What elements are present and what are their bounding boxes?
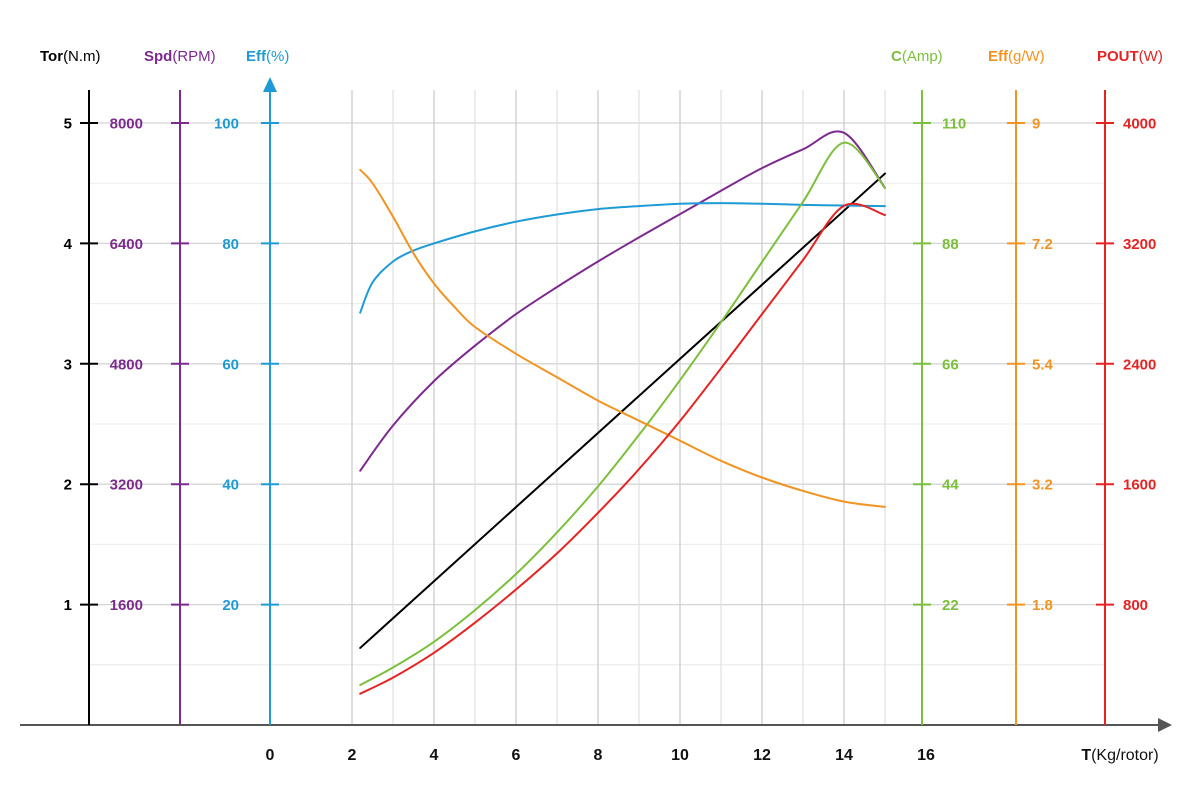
series-line-pout xyxy=(359,202,886,695)
x-tick-label: 14 xyxy=(835,747,853,764)
tor-tick-label: 3 xyxy=(64,356,72,373)
pout-axis-header-unit: (W) xyxy=(1139,48,1163,65)
series-line-effg xyxy=(359,168,886,508)
effg-tick-label: 5.4 xyxy=(1032,356,1054,373)
tor-axis-header-name: Tor xyxy=(40,48,63,65)
c-tick-label: 44 xyxy=(942,477,959,494)
c-axis-header-unit: (Amp) xyxy=(902,48,943,65)
eff-tick-label: 40 xyxy=(222,477,239,494)
effg-tick-label: 3.2 xyxy=(1032,477,1053,494)
c-tick-label: 66 xyxy=(942,356,959,373)
x-axis-title-bold: T xyxy=(1081,747,1091,764)
effg-tick-label: 9 xyxy=(1032,116,1040,133)
x-tick-label: 8 xyxy=(594,747,603,764)
effg-axis-header-name: Eff xyxy=(988,48,1009,65)
pout-tick-label: 1600 xyxy=(1123,477,1156,494)
grid xyxy=(89,90,1105,725)
x-tick-label: 10 xyxy=(671,747,689,764)
effg-tick-label: 7.2 xyxy=(1032,236,1053,253)
pout-tick-label: 3200 xyxy=(1123,236,1156,253)
eff-tick-label: 60 xyxy=(222,356,239,373)
tor-tick-label: 2 xyxy=(64,477,72,494)
eff-tick-label: 100 xyxy=(214,116,239,133)
x-tick-label: 12 xyxy=(753,747,771,764)
x-axis-title-unit: (Kg/rotor) xyxy=(1091,747,1159,764)
x-tick-label: 6 xyxy=(512,747,521,764)
effg-axis-header-unit: (g/W) xyxy=(1008,48,1045,65)
series-line-tor xyxy=(359,172,886,649)
spd-axis-header: Spd(RPM) xyxy=(144,48,216,65)
tor-axis-header: Tor(N.m) xyxy=(40,48,101,65)
tor-tick-label: 1 xyxy=(64,597,72,614)
x-tick-label: 16 xyxy=(917,747,935,764)
c-axis-header: C(Amp) xyxy=(891,48,943,65)
pout-tick-label: 4000 xyxy=(1123,116,1156,133)
spd-tick-label: 3200 xyxy=(110,477,143,494)
effg-tick-label: 1.8 xyxy=(1032,597,1053,614)
x-tick-label: 2 xyxy=(348,747,357,764)
c-tick-label: 22 xyxy=(942,597,959,614)
series xyxy=(359,130,886,695)
x-axis-arrow-icon xyxy=(1158,718,1172,732)
tor-axis-header-unit: (N.m) xyxy=(63,48,101,65)
x-tick-label: 0 xyxy=(266,747,275,764)
x-axis-title: T(Kg/rotor) xyxy=(1081,747,1158,764)
spd-tick-label: 8000 xyxy=(110,116,143,133)
labels: 0 2 4 6 8 10 12 14 16 T(Kg/rotor)Tor(N.m)12345Spd… xyxy=(40,48,1163,764)
c-tick-label: 88 xyxy=(942,236,959,253)
spd-tick-label: 4800 xyxy=(110,356,143,373)
tor-tick-label: 5 xyxy=(64,116,72,133)
spd-tick-label: 6400 xyxy=(110,236,143,253)
tor-tick-label: 4 xyxy=(64,236,73,253)
pout-tick-label: 2400 xyxy=(1123,356,1156,373)
eff-axis-header-unit: (%) xyxy=(266,48,289,65)
pout-tick-label: 800 xyxy=(1123,597,1148,614)
eff-axis-header-name: Eff xyxy=(246,48,267,65)
axes xyxy=(20,77,1172,732)
series-line-spd xyxy=(359,130,886,472)
pout-axis-header: POUT(W) xyxy=(1097,48,1163,65)
eff-tick-label: 20 xyxy=(222,597,239,614)
effg-axis-header: Eff(g/W) xyxy=(988,48,1045,65)
series-line-eff xyxy=(359,202,886,314)
spd-axis-header-name: Spd xyxy=(144,48,172,65)
c-tick-label: 110 xyxy=(942,116,966,133)
x-tick-label: 4 xyxy=(430,747,439,764)
spd-tick-label: 1600 xyxy=(110,597,143,614)
y-axis-arrow-icon xyxy=(263,77,277,92)
spd-axis-header-unit: (RPM) xyxy=(172,48,215,65)
series-line-c xyxy=(359,141,886,686)
c-axis-header-name: C xyxy=(891,48,902,65)
eff-axis-header: Eff(%) xyxy=(246,48,289,65)
pout-axis-header-name: POUT xyxy=(1097,48,1139,65)
eff-tick-label: 80 xyxy=(222,236,239,253)
